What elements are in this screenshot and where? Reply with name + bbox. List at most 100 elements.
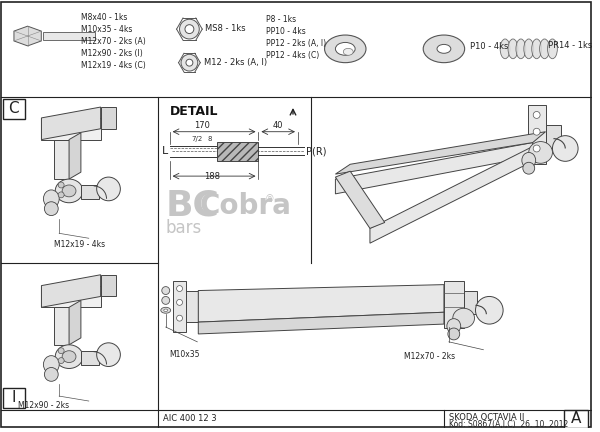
Text: 170: 170: [194, 121, 210, 130]
Ellipse shape: [437, 44, 451, 53]
Polygon shape: [198, 312, 444, 334]
Text: M12 - 2ks (A, I): M12 - 2ks (A, I): [204, 58, 268, 67]
Text: I: I: [11, 390, 16, 405]
Text: Cobra: Cobra: [199, 192, 291, 220]
Bar: [3, 388, 25, 408]
Text: 40: 40: [273, 121, 283, 130]
Circle shape: [97, 343, 121, 366]
Ellipse shape: [186, 59, 193, 66]
Polygon shape: [14, 26, 41, 46]
Circle shape: [176, 315, 182, 321]
Text: SKODA OCTAVIA II: SKODA OCTAVIA II: [449, 413, 524, 422]
Circle shape: [162, 296, 170, 305]
Circle shape: [58, 348, 64, 354]
Circle shape: [533, 111, 540, 118]
Bar: [528, 105, 545, 164]
Text: 8: 8: [207, 136, 212, 142]
Ellipse shape: [343, 48, 353, 55]
Polygon shape: [69, 133, 81, 179]
Polygon shape: [54, 307, 69, 345]
Circle shape: [97, 177, 121, 201]
Polygon shape: [370, 146, 533, 243]
Text: M12x70 - 2ks: M12x70 - 2ks: [404, 352, 455, 361]
Polygon shape: [54, 140, 69, 179]
Ellipse shape: [164, 309, 168, 311]
Text: C: C: [8, 101, 19, 116]
Text: ®: ®: [265, 194, 274, 204]
Bar: [160, 186, 309, 263]
Polygon shape: [41, 275, 101, 307]
Polygon shape: [198, 285, 444, 322]
Bar: [41, 118, 101, 140]
Ellipse shape: [500, 39, 510, 59]
Ellipse shape: [548, 39, 557, 59]
Ellipse shape: [516, 39, 526, 59]
Circle shape: [533, 128, 540, 135]
Polygon shape: [69, 300, 81, 345]
Text: MS8 - 1ks: MS8 - 1ks: [205, 24, 246, 33]
Text: BC: BC: [166, 189, 220, 223]
Polygon shape: [41, 107, 101, 140]
Ellipse shape: [522, 152, 536, 168]
Ellipse shape: [55, 345, 83, 368]
Ellipse shape: [423, 35, 464, 63]
Ellipse shape: [62, 351, 76, 362]
Circle shape: [176, 286, 182, 292]
Ellipse shape: [161, 307, 170, 313]
Text: P10 - 4ks: P10 - 4ks: [470, 42, 508, 51]
Bar: [158, 97, 311, 263]
Polygon shape: [101, 275, 116, 296]
Bar: [444, 281, 464, 328]
Ellipse shape: [44, 202, 58, 216]
Circle shape: [176, 299, 182, 305]
Bar: [173, 281, 187, 332]
Ellipse shape: [335, 42, 355, 55]
Ellipse shape: [532, 39, 542, 59]
Text: L: L: [162, 146, 168, 156]
Polygon shape: [335, 132, 545, 174]
Text: P8 - 1ks
PP10 - 4ks
PP12 - 2ks (A, I)
PP12 - 4ks (C): P8 - 1ks PP10 - 4ks PP12 - 2ks (A, I) PP…: [266, 15, 326, 60]
Text: 188: 188: [204, 172, 220, 181]
Text: M10x35: M10x35: [170, 350, 200, 359]
Circle shape: [533, 145, 540, 152]
Polygon shape: [335, 143, 533, 194]
Text: DETAIL: DETAIL: [170, 105, 218, 118]
Text: M12x90 - 2ks: M12x90 - 2ks: [18, 401, 69, 410]
Ellipse shape: [523, 162, 535, 174]
Polygon shape: [335, 171, 385, 229]
Ellipse shape: [44, 368, 58, 381]
Ellipse shape: [43, 356, 59, 373]
Circle shape: [58, 182, 64, 188]
Polygon shape: [101, 107, 116, 129]
Bar: [464, 291, 478, 314]
Ellipse shape: [43, 190, 59, 208]
Bar: [187, 291, 198, 322]
Circle shape: [162, 286, 170, 295]
Ellipse shape: [453, 308, 475, 328]
Text: 7/2: 7/2: [191, 136, 203, 142]
Text: M12x19 - 4ks: M12x19 - 4ks: [54, 240, 106, 249]
Ellipse shape: [179, 19, 199, 39]
Text: P(R): P(R): [306, 146, 326, 156]
Ellipse shape: [447, 319, 461, 334]
Ellipse shape: [529, 142, 553, 163]
Ellipse shape: [325, 35, 366, 63]
Bar: [564, 410, 588, 428]
Text: M8x40 - 1ks
M10x35 - 4ks
M12x70 - 2ks (A)
M12x90 - 2ks (I)
M12x19 - 4ks (C): M8x40 - 1ks M10x35 - 4ks M12x70 - 2ks (A…: [81, 13, 146, 70]
Ellipse shape: [185, 25, 194, 34]
Ellipse shape: [181, 54, 198, 71]
Ellipse shape: [448, 328, 460, 340]
Circle shape: [58, 192, 64, 198]
Bar: [81, 351, 98, 365]
Bar: [41, 286, 101, 307]
Ellipse shape: [508, 39, 518, 59]
Text: PR14 - 1ks: PR14 - 1ks: [548, 41, 592, 50]
Text: AIC 400 12 3: AIC 400 12 3: [163, 414, 217, 423]
Ellipse shape: [539, 39, 550, 59]
Circle shape: [58, 358, 64, 364]
Bar: [43, 32, 95, 40]
Bar: [81, 185, 98, 199]
Circle shape: [475, 296, 503, 324]
Text: bars: bars: [166, 219, 202, 238]
Ellipse shape: [62, 185, 76, 197]
